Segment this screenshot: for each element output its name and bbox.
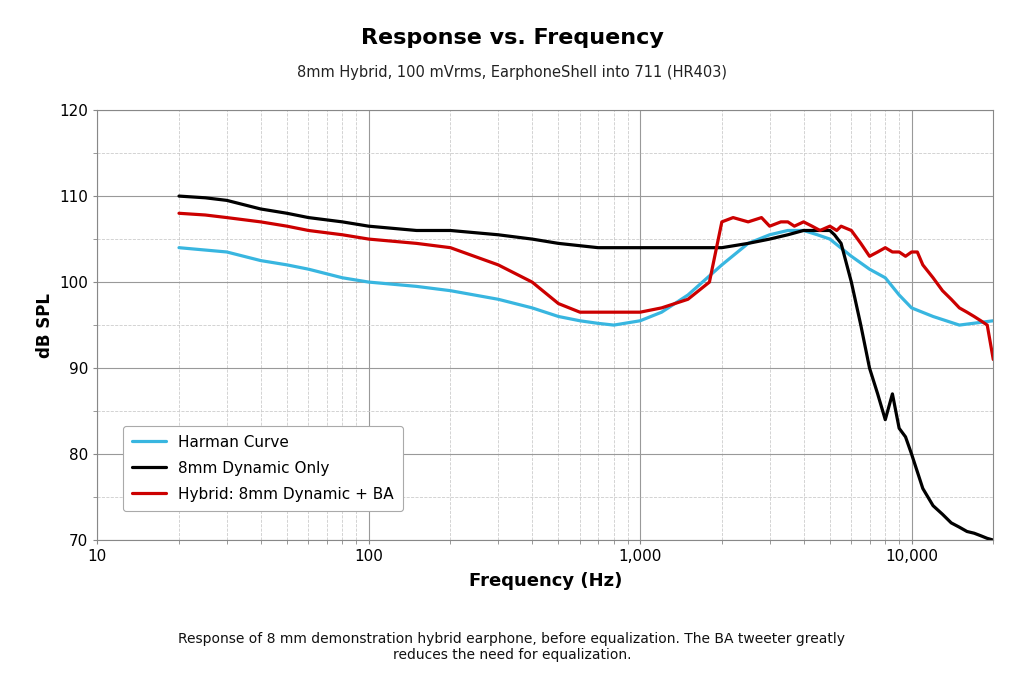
Line: Harman Curve: Harman Curve (179, 230, 993, 325)
8mm Dynamic Only (835, 239, 847, 248)
Hybrid: 8mm Dynamic + BA: (2e+03, 107): 8mm Dynamic + BA: (2e+03, 107) (716, 218, 728, 226)
Harman Curve (255, 257, 267, 265)
8mm Dynamic Only (552, 239, 564, 248)
Harman Curve (863, 265, 876, 273)
8mm Dynamic Only (592, 244, 604, 252)
8mm Dynamic Only (781, 230, 794, 239)
Harman Curve (781, 226, 794, 235)
Harman Curve (592, 319, 604, 327)
8mm Dynamic Only (855, 321, 867, 330)
8mm Dynamic Only (362, 222, 375, 230)
8mm Dynamic Only (863, 364, 876, 372)
X-axis label: Frequency (Hz): Frequency (Hz) (469, 572, 622, 590)
Harman Curve (682, 291, 694, 299)
8mm Dynamic Only (845, 278, 857, 286)
Harman Curve (811, 230, 823, 239)
8mm Dynamic Only (336, 218, 348, 226)
8mm Dynamic Only (899, 433, 911, 441)
Harman Curve (716, 261, 728, 269)
Harman Curve (607, 321, 620, 330)
Hybrid: 8mm Dynamic + BA: (2e+04, 91): 8mm Dynamic + BA: (2e+04, 91) (987, 356, 999, 364)
8mm Dynamic Only (444, 226, 457, 235)
Harman Curve (845, 252, 857, 261)
8mm Dynamic Only (927, 502, 939, 510)
8mm Dynamic Only (526, 235, 539, 244)
Text: 8mm Hybrid, 100 mVrms, EarphoneShell into 711 (HR403): 8mm Hybrid, 100 mVrms, EarphoneShell int… (297, 65, 727, 80)
Harman Curve (411, 282, 423, 290)
8mm Dynamic Only (886, 390, 898, 398)
8mm Dynamic Only (742, 239, 755, 248)
8mm Dynamic Only (823, 226, 836, 235)
Harman Curve (927, 312, 939, 321)
Harman Curve (526, 304, 539, 312)
Text: Response vs. Frequency: Response vs. Frequency (360, 28, 664, 48)
Harman Curve (823, 235, 836, 244)
8mm Dynamic Only (916, 484, 929, 493)
Harman Curve (444, 287, 457, 295)
Harman Curve (336, 274, 348, 282)
8mm Dynamic Only (220, 196, 232, 204)
Y-axis label: dB SPL: dB SPL (36, 292, 54, 358)
8mm Dynamic Only (953, 523, 966, 531)
8mm Dynamic Only (987, 536, 999, 544)
8mm Dynamic Only (871, 390, 884, 398)
Harman Curve (573, 316, 586, 325)
8mm Dynamic Only (411, 226, 423, 235)
Line: Hybrid: 8mm Dynamic + BA: Hybrid: 8mm Dynamic + BA (179, 213, 993, 360)
8mm Dynamic Only (880, 416, 892, 424)
Harman Curve (987, 316, 999, 325)
8mm Dynamic Only (905, 450, 918, 458)
Hybrid: 8mm Dynamic + BA: (4.3e+03, 106): 8mm Dynamic + BA: (4.3e+03, 106) (806, 222, 818, 230)
8mm Dynamic Only (981, 535, 993, 543)
Hybrid: 8mm Dynamic + BA: (200, 104): 8mm Dynamic + BA: (200, 104) (444, 244, 457, 252)
Harman Curve (281, 261, 293, 269)
Hybrid: 8mm Dynamic + BA: (5e+03, 106): 8mm Dynamic + BA: (5e+03, 106) (823, 222, 836, 230)
Harman Curve (220, 248, 232, 256)
8mm Dynamic Only (302, 213, 314, 222)
Hybrid: 8mm Dynamic + BA: (5.3e+03, 106): 8mm Dynamic + BA: (5.3e+03, 106) (830, 226, 843, 235)
Harman Curve (798, 226, 810, 235)
8mm Dynamic Only (968, 529, 980, 537)
Harman Curve (880, 274, 892, 282)
Harman Curve (302, 265, 314, 273)
8mm Dynamic Only (811, 226, 823, 235)
Harman Curve (493, 295, 505, 303)
Harman Curve (655, 308, 668, 316)
8mm Dynamic Only (764, 235, 776, 244)
8mm Dynamic Only (828, 230, 841, 239)
8mm Dynamic Only (975, 532, 987, 540)
Harman Curve (552, 312, 564, 321)
8mm Dynamic Only (936, 510, 948, 519)
8mm Dynamic Only (281, 209, 293, 217)
Harman Curve (742, 239, 755, 248)
Harman Curve (764, 230, 776, 239)
Harman Curve (634, 316, 646, 325)
Harman Curve (953, 321, 966, 330)
8mm Dynamic Only (961, 528, 973, 536)
8mm Dynamic Only (945, 519, 957, 527)
Legend: Harman Curve, 8mm Dynamic Only, Hybrid: 8mm Dynamic + BA: Harman Curve, 8mm Dynamic Only, Hybrid: … (123, 426, 402, 511)
8mm Dynamic Only (798, 226, 810, 235)
Text: Response of 8 mm demonstration hybrid earphone, before equalization. The BA twee: Response of 8 mm demonstration hybrid ea… (178, 632, 846, 662)
8mm Dynamic Only (682, 244, 694, 252)
Harman Curve (905, 304, 918, 312)
8mm Dynamic Only (634, 244, 646, 252)
Harman Curve (173, 244, 185, 252)
8mm Dynamic Only (255, 205, 267, 213)
8mm Dynamic Only (173, 192, 185, 200)
8mm Dynamic Only (493, 230, 505, 239)
Hybrid: 8mm Dynamic + BA: (20, 108): 8mm Dynamic + BA: (20, 108) (173, 209, 185, 217)
Harman Curve (893, 291, 905, 299)
8mm Dynamic Only (199, 194, 211, 202)
Line: 8mm Dynamic Only: 8mm Dynamic Only (179, 196, 993, 540)
8mm Dynamic Only (716, 244, 728, 252)
Hybrid: 8mm Dynamic + BA: (7e+03, 103): 8mm Dynamic + BA: (7e+03, 103) (863, 252, 876, 261)
8mm Dynamic Only (893, 424, 905, 433)
Harman Curve (362, 278, 375, 286)
